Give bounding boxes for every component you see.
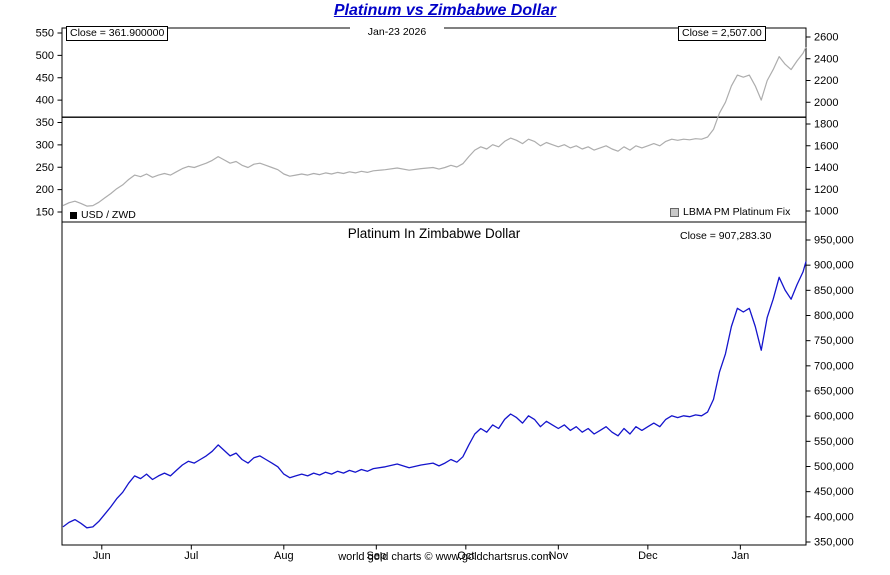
left-axis-tick-label: 400 xyxy=(36,95,54,107)
platinum-zwd-close-label: Close = 907,283.30 xyxy=(678,230,774,243)
right-axis-tick-label: 2600 xyxy=(814,32,838,44)
usd-zwd-legend-swatch-icon xyxy=(70,211,77,219)
x-axis-tick-label: Oct xyxy=(457,550,474,562)
bottom-right-axis-tick-label: 550,000 xyxy=(814,436,854,448)
platinum-fix-legend-swatch-icon xyxy=(670,207,679,217)
bottom-panel-border xyxy=(61,221,807,546)
bottom-right-axis-tick-label: 400,000 xyxy=(814,511,854,523)
x-axis-tick-label: Aug xyxy=(274,550,294,562)
bottom-right-axis-tick-label: 350,000 xyxy=(814,537,854,549)
left-axis-tick-label: 250 xyxy=(36,162,54,174)
bottom-right-axis-tick-label: 750,000 xyxy=(814,335,854,347)
x-axis-tick-label: Sep xyxy=(367,550,387,562)
right-axis-tick-label: 1400 xyxy=(814,162,838,174)
legend-platinum-fix-label: LBMA PM Platinum Fix xyxy=(683,206,791,218)
x-axis-tick-label: Nov xyxy=(549,550,569,562)
usd-zwd-close-label: Close = 361.900000 xyxy=(66,26,169,41)
footer-credit: world gold charts © www.goldchartsrus.co… xyxy=(338,551,552,563)
bottom-right-axis-tick-label: 700,000 xyxy=(814,360,854,372)
bottom-right-axis-tick-label: 650,000 xyxy=(814,386,854,398)
left-axis-tick-label: 300 xyxy=(36,139,54,151)
left-axis-tick-label: 500 xyxy=(36,50,54,62)
bottom-right-axis-tick-label: 450,000 xyxy=(814,486,854,498)
bottom-right-axis-tick-label: 850,000 xyxy=(814,285,854,297)
legend-platinum-fix: LBMA PM Platinum Fix xyxy=(670,206,790,218)
bottom-right-axis-tick-label: 600,000 xyxy=(814,411,854,423)
x-axis-tick-label: Jun xyxy=(93,550,111,562)
platinum-fix-line xyxy=(62,46,807,207)
page-title: Platinum vs Zimbabwe Dollar xyxy=(333,2,557,19)
last-date-label: Jan-23 2026 xyxy=(350,26,444,39)
right-axis-tick-label: 1800 xyxy=(814,119,838,131)
bottom-right-axis-tick-label: 500,000 xyxy=(814,461,854,473)
x-axis-tick-label: Dec xyxy=(638,550,658,562)
x-axis-tick-label: Jan xyxy=(731,550,749,562)
x-axis-tick-label: Jul xyxy=(184,550,198,562)
right-axis-tick-label: 1200 xyxy=(814,184,838,196)
platinum-fix-close-label: Close = 2,507.00 xyxy=(678,26,766,41)
bottom-right-axis-tick-label: 950,000 xyxy=(814,235,854,247)
left-axis-tick-label: 450 xyxy=(36,72,54,84)
platinum-zwd-line xyxy=(62,261,807,529)
legend-usd-zwd: USD / ZWD xyxy=(70,209,136,221)
bottom-panel-title: Platinum In Zimbabwe Dollar xyxy=(347,226,521,241)
top-panel-border xyxy=(61,27,807,223)
bottom-right-axis-tick-label: 800,000 xyxy=(814,310,854,322)
right-axis-tick-label: 2200 xyxy=(814,75,838,87)
legend-usd-zwd-label: USD / ZWD xyxy=(81,209,136,221)
left-axis-tick-label: 200 xyxy=(36,184,54,196)
right-axis-tick-label: 2000 xyxy=(814,97,838,109)
left-axis-tick-label: 550 xyxy=(36,28,54,40)
right-axis-tick-label: 1000 xyxy=(814,206,838,218)
left-axis-tick-label: 150 xyxy=(36,207,54,219)
left-axis-tick-label: 350 xyxy=(36,117,54,129)
bottom-right-axis-tick-label: 900,000 xyxy=(814,260,854,272)
right-axis-tick-label: 1600 xyxy=(814,140,838,152)
right-axis-tick-label: 2400 xyxy=(814,53,838,65)
